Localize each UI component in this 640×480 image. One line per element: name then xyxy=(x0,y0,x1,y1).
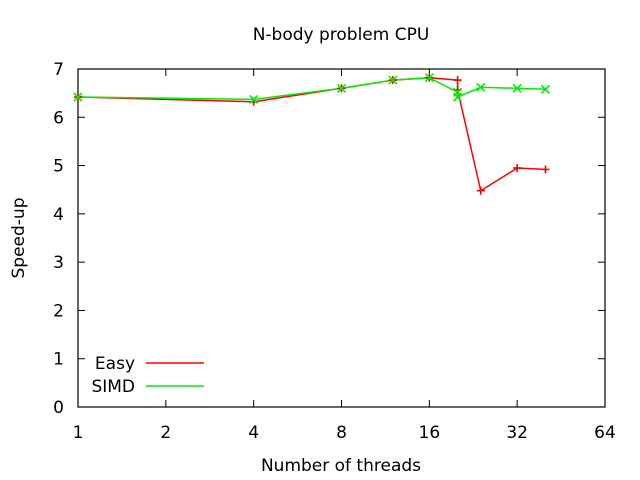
series-lines xyxy=(77,76,546,192)
marker-stroke xyxy=(73,92,83,102)
y-tick-label: 0 xyxy=(53,398,64,418)
x-axis-label: Number of threads xyxy=(261,456,421,476)
plot-frame xyxy=(77,68,606,408)
x-ticks: 1 2 4 8 16 32 64 xyxy=(73,69,616,443)
data-point-simd xyxy=(476,82,486,92)
series-markers xyxy=(73,73,551,195)
series-line-simd xyxy=(77,76,546,101)
legend-label-easy: Easy xyxy=(95,354,135,374)
x-tick-label: 1 xyxy=(73,423,84,443)
data-point-easy xyxy=(541,165,550,174)
legend: Easy SIMD xyxy=(91,354,204,397)
y-ticks: 0 1 2 3 4 5 6 7 xyxy=(53,60,605,418)
x-tick-label: 32 xyxy=(506,423,528,443)
legend-label-simd: SIMD xyxy=(91,377,135,397)
x-tick-label: 2 xyxy=(160,423,171,443)
data-point-easy xyxy=(453,76,462,85)
data-point-simd xyxy=(540,84,551,94)
series-line-easy xyxy=(77,76,546,192)
y-tick-label: 5 xyxy=(53,157,64,177)
x-tick-label: 64 xyxy=(594,423,616,443)
data-point-simd xyxy=(249,94,259,104)
data-point-simd xyxy=(388,75,398,85)
y-tick-label: 7 xyxy=(53,60,64,80)
chart-title: N-body problem CPU xyxy=(253,25,430,45)
marker-stroke xyxy=(512,83,522,93)
marker-stroke xyxy=(388,75,398,85)
data-point-easy xyxy=(476,186,485,195)
y-tick-label: 4 xyxy=(53,205,64,225)
y-tick-label: 1 xyxy=(53,350,64,370)
x-tick-label: 16 xyxy=(419,423,441,443)
data-point-simd xyxy=(73,92,83,102)
x-tick-label: 4 xyxy=(248,423,259,443)
marker-stroke xyxy=(336,83,347,93)
x-tick-label: 8 xyxy=(336,423,347,443)
data-point-simd xyxy=(424,73,434,83)
marker-stroke xyxy=(249,94,259,104)
marker-stroke xyxy=(540,84,551,94)
y-tick-label: 2 xyxy=(53,301,64,321)
data-point-easy xyxy=(513,163,522,172)
y-tick-label: 6 xyxy=(53,108,64,128)
data-point-simd xyxy=(336,83,347,93)
marker-stroke xyxy=(453,92,463,102)
y-axis-label: Speed-up xyxy=(9,198,29,279)
data-point-simd xyxy=(453,92,463,102)
data-point-simd xyxy=(512,83,522,93)
plot-axes xyxy=(77,68,606,408)
y-tick-label: 3 xyxy=(53,253,64,273)
marker-stroke xyxy=(476,82,486,92)
marker-stroke xyxy=(424,73,434,83)
